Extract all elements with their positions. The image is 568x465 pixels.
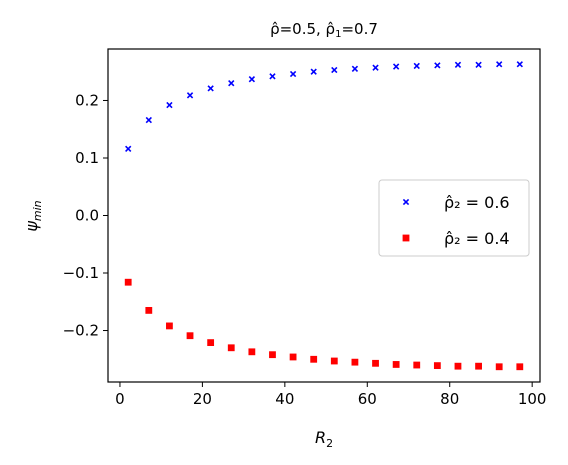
data-point <box>207 339 215 347</box>
data-point <box>228 80 235 87</box>
data-point <box>186 332 194 340</box>
data-point <box>248 348 256 356</box>
legend-marker <box>402 234 410 242</box>
y-tick-label: 0.2 <box>75 91 99 109</box>
data-point <box>248 76 256 83</box>
data-point <box>330 357 338 365</box>
y-tick-label: −0.2 <box>63 322 99 340</box>
legend-frame <box>378 179 530 257</box>
y-tick-label: 0.1 <box>75 149 99 167</box>
x-tick-label: 60 <box>358 390 377 408</box>
data-point <box>186 92 194 99</box>
x-tick-label: 20 <box>193 390 212 408</box>
x-axis: 0 20 40 60 80 100 <box>115 382 546 408</box>
data-point <box>351 358 359 366</box>
data-point <box>125 145 132 152</box>
data-point <box>331 66 338 74</box>
data-point <box>495 363 503 371</box>
x-tick-label: 100 <box>518 390 547 408</box>
series-1 <box>125 61 523 152</box>
y-tick-label: 0.0 <box>75 207 99 225</box>
y-tick-label: −0.1 <box>63 264 99 282</box>
data-point <box>351 65 359 73</box>
data-point <box>413 361 421 369</box>
data-point <box>145 306 153 314</box>
legend: ρ̂₂ = 0.6 ρ̂₂ = 0.4 <box>378 179 530 257</box>
legend-label: ρ̂₂ = 0.4 <box>444 229 510 248</box>
data-point <box>269 351 276 359</box>
x-tick-label: 80 <box>440 390 459 408</box>
data-point <box>434 62 441 69</box>
data-points <box>124 61 524 371</box>
legend-marker <box>402 198 410 206</box>
chart-title: ρ̂=0.5, ρ̂1=0.7 <box>270 20 378 40</box>
data-point <box>392 63 400 70</box>
data-point <box>289 70 297 78</box>
x-axis-label: R2 <box>315 428 333 450</box>
data-point <box>454 61 462 68</box>
series-2 <box>124 278 524 371</box>
data-point <box>145 116 152 124</box>
data-point <box>392 361 400 368</box>
data-point <box>124 278 132 286</box>
data-point <box>496 61 503 68</box>
data-point <box>269 73 276 80</box>
data-point <box>289 353 297 361</box>
x-tick-label: 40 <box>275 390 294 408</box>
data-point <box>310 68 317 75</box>
data-point <box>516 61 523 68</box>
data-point <box>413 62 420 70</box>
legend-label: ρ̂₂ = 0.6 <box>444 193 510 212</box>
data-point <box>227 344 235 352</box>
data-point <box>372 64 379 71</box>
data-point <box>433 362 441 370</box>
data-point <box>207 85 214 92</box>
y-axis-label: ψmin <box>22 200 44 231</box>
data-point <box>166 322 173 330</box>
data-point <box>166 101 173 109</box>
data-point <box>475 61 482 68</box>
data-point <box>475 362 482 370</box>
data-point <box>516 363 524 371</box>
y-axis: −0.2 −0.1 0.0 0.1 0.2 <box>63 91 108 340</box>
data-point <box>310 355 318 363</box>
data-point <box>372 359 379 367</box>
data-point <box>454 362 462 370</box>
x-tick-label: 0 <box>115 390 125 408</box>
